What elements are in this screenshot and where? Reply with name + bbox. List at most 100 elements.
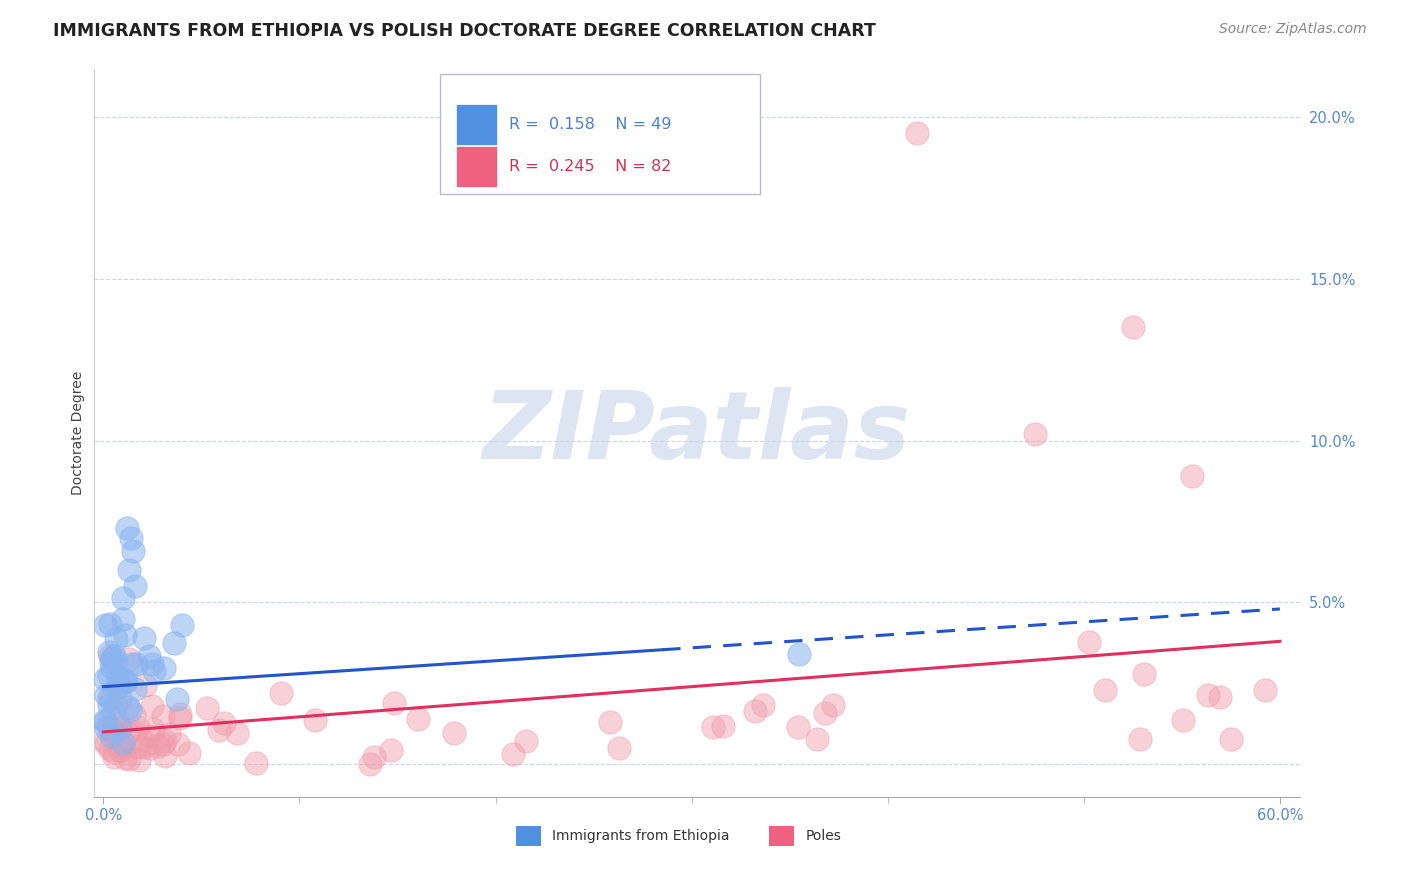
Point	[166, 737, 188, 751]
Text: Source: ZipAtlas.com: Source: ZipAtlas.com	[1219, 22, 1367, 37]
Point	[97, 721, 120, 735]
Point	[115, 521, 138, 535]
Point	[270, 686, 292, 700]
Point	[108, 678, 131, 692]
Text: Poles: Poles	[806, 829, 841, 843]
Point	[105, 654, 128, 668]
Text: R =  0.158    N = 49: R = 0.158 N = 49	[509, 117, 672, 132]
Point	[117, 700, 139, 714]
Point	[107, 671, 129, 685]
Point	[104, 722, 127, 736]
Point	[110, 739, 132, 753]
Point	[152, 661, 174, 675]
Point	[146, 739, 169, 753]
Point	[101, 650, 124, 665]
Point	[1197, 689, 1219, 703]
Point	[107, 713, 129, 727]
Point	[100, 692, 122, 706]
Point	[100, 710, 122, 724]
Point	[100, 655, 122, 669]
Point	[1254, 683, 1277, 698]
Point	[121, 543, 143, 558]
Point	[94, 721, 117, 735]
Point	[103, 648, 125, 663]
Point	[789, 647, 811, 661]
Point	[118, 726, 141, 740]
Point	[245, 756, 267, 770]
Point	[94, 715, 117, 730]
Point	[406, 713, 429, 727]
Point	[143, 665, 166, 679]
Point	[111, 672, 134, 686]
Point	[101, 660, 124, 674]
Point	[101, 723, 124, 737]
Point	[124, 681, 146, 696]
Point	[132, 740, 155, 755]
Point	[111, 612, 134, 626]
Point	[1078, 634, 1101, 648]
Point	[382, 697, 405, 711]
Point	[127, 720, 149, 734]
Point	[124, 579, 146, 593]
Point	[98, 616, 121, 631]
Point	[169, 711, 191, 725]
Point	[94, 734, 117, 748]
Point	[111, 741, 134, 756]
Point	[363, 749, 385, 764]
Point	[114, 674, 136, 689]
Point	[141, 699, 163, 714]
Point	[94, 672, 117, 686]
Point	[114, 751, 136, 765]
Point	[118, 703, 141, 717]
Point	[157, 727, 180, 741]
Point	[139, 740, 162, 755]
Point	[169, 706, 191, 721]
Point	[97, 667, 120, 681]
Point	[118, 652, 141, 666]
Point	[134, 678, 156, 692]
Point	[128, 753, 150, 767]
Point	[118, 563, 141, 577]
Point	[152, 709, 174, 723]
Point	[122, 707, 145, 722]
Point	[786, 720, 808, 734]
Point	[163, 635, 186, 649]
Point	[132, 631, 155, 645]
Point	[814, 706, 837, 720]
Point	[105, 681, 128, 696]
Point	[1219, 731, 1241, 746]
Point	[94, 714, 117, 728]
Point	[806, 731, 828, 746]
Point	[179, 746, 201, 760]
Point	[112, 591, 135, 605]
Text: Immigrants from Ethiopia: Immigrants from Ethiopia	[553, 829, 730, 843]
Text: ZIPatlas: ZIPatlas	[482, 386, 911, 479]
Point	[138, 729, 160, 743]
Point	[599, 714, 621, 729]
Point	[195, 700, 218, 714]
Point	[1181, 469, 1204, 483]
Point	[108, 721, 131, 735]
Point	[103, 728, 125, 742]
Point	[125, 657, 148, 671]
Point	[1122, 320, 1144, 334]
Point	[103, 749, 125, 764]
Point	[94, 737, 117, 751]
Point	[607, 740, 630, 755]
Point	[103, 745, 125, 759]
Point	[108, 743, 131, 757]
Point	[114, 674, 136, 689]
Point	[120, 531, 142, 545]
Point	[135, 736, 157, 750]
Point	[104, 632, 127, 646]
Point	[121, 657, 143, 672]
Point	[100, 722, 122, 736]
Point	[1171, 713, 1194, 727]
Point	[98, 741, 121, 756]
Point	[97, 691, 120, 706]
Text: IMMIGRANTS FROM ETHIOPIA VS POLISH DOCTORATE DEGREE CORRELATION CHART: IMMIGRANTS FROM ETHIOPIA VS POLISH DOCTO…	[53, 22, 876, 40]
Point	[905, 126, 928, 140]
Point	[359, 757, 381, 772]
Point	[100, 730, 122, 744]
Point	[166, 691, 188, 706]
